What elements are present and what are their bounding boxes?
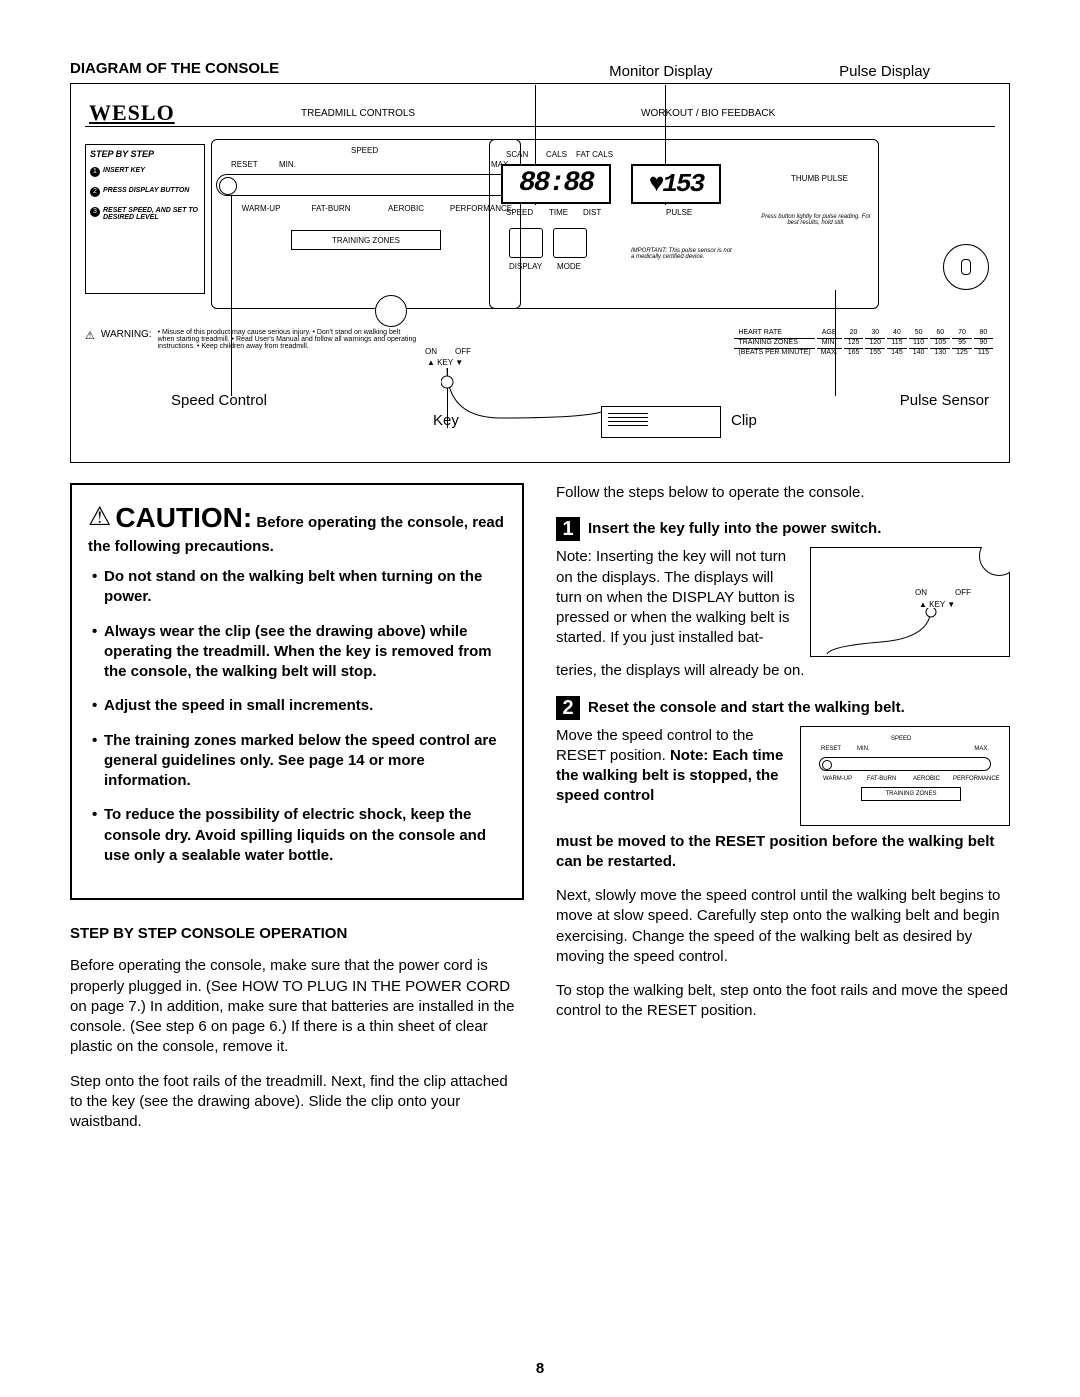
- label-pulse-sensor: Pulse Sensor: [900, 392, 989, 409]
- inset-tzone: TRAINING ZONES: [861, 787, 961, 801]
- step2-p3: To stop the walking belt, step onto the …: [556, 981, 1010, 1022]
- caution-box: ⚠CAUTION: Before operating the console, …: [70, 483, 524, 900]
- lcd-pulse: ♥153: [631, 164, 721, 204]
- mode-btn-label: MODE: [557, 262, 581, 271]
- m-dist: DIST: [583, 208, 601, 217]
- caution-heading: CAUTION:: [115, 502, 252, 533]
- caution-icon: ⚠: [88, 501, 111, 531]
- bullet-4: The training zones marked below the spee…: [92, 731, 506, 792]
- section-head: STEP BY STEP CONSOLE OPERATION: [70, 924, 524, 944]
- display-btn-label: DISPLAY: [509, 262, 542, 271]
- zone-aerobic: AEROBIC: [371, 204, 441, 213]
- bullet-1: Do not stand on the walking belt when tu…: [92, 567, 506, 608]
- mode-button[interactable]: [553, 228, 587, 258]
- label-clip: Clip: [731, 412, 757, 429]
- callout-pulse: Pulse Display: [839, 63, 930, 80]
- console-diagram: WESLO TREADMILL CONTROLS WORKOUT / BIO F…: [70, 83, 1010, 463]
- step-1-title: Insert the key fully into the power swit…: [588, 517, 881, 539]
- step2-body-b: must be moved to the RESET position befo…: [556, 832, 1010, 873]
- thumb-pulse-label: THUMB PULSE: [791, 174, 848, 183]
- display-button[interactable]: [509, 228, 543, 258]
- inset-speed-control: SPEED RESET MIN. MAX. WARM-UP FAT-BURN A…: [800, 726, 1010, 826]
- step-2-num: 2: [556, 696, 580, 720]
- slider-knob[interactable]: [219, 177, 237, 195]
- left-panel-label: TREADMILL CONTROLS: [301, 108, 415, 119]
- step-1-num: 1: [556, 517, 580, 541]
- leader-speed: [231, 196, 232, 396]
- key-off: OFF: [455, 347, 471, 356]
- m-cals: CALS: [546, 150, 567, 159]
- inset-max: MAX.: [974, 745, 989, 753]
- inset-z2: AEROBIC: [913, 775, 940, 783]
- callout-monitor: Monitor Display: [609, 63, 712, 80]
- center-knob: [375, 295, 407, 327]
- right-panel-label: WORKOUT / BIO FEEDBACK: [641, 108, 775, 119]
- reset-mark: RESET: [231, 160, 258, 169]
- left-column: ⚠CAUTION: Before operating the console, …: [70, 483, 524, 1146]
- key-wire-icon: [441, 368, 611, 438]
- lcd-monitor: 88:88: [501, 164, 611, 204]
- inset-z1: FAT-BURN: [867, 775, 896, 783]
- m-speed: SPEED: [506, 208, 533, 217]
- inset-reset: RESET: [821, 745, 841, 753]
- caution-bullets: Do not stand on the walking belt when tu…: [88, 567, 506, 866]
- inset-key-switch: ON OFF ▲ KEY ▼: [810, 547, 1010, 657]
- warning-label: WARNING:: [101, 329, 152, 340]
- inset-speed-label: SPEED: [891, 735, 911, 743]
- page-title: DIAGRAM OF THE CONSOLE: [70, 60, 279, 77]
- page-number: 8: [0, 1360, 1080, 1377]
- left-p1: Before operating the console, make sure …: [70, 956, 524, 1057]
- m-scan: SCAN: [506, 150, 528, 159]
- inset-min: MIN.: [857, 745, 870, 753]
- clip-box: [601, 406, 721, 438]
- inset-z0: WARM-UP: [823, 775, 852, 783]
- key-label: ▲ KEY ▼: [427, 358, 463, 367]
- warning-text: • Misuse of this product may cause serio…: [158, 329, 418, 350]
- step1-body-b: teries, the displays will already be on.: [556, 661, 1010, 681]
- training-zones-box: TRAINING ZONES: [291, 230, 441, 250]
- left-p2: Step onto the foot rails of the treadmil…: [70, 1072, 524, 1133]
- sbs-item-1: INSERT KEY: [103, 167, 145, 177]
- bullet-3: Adjust the speed in small increments.: [92, 696, 506, 716]
- warning-icon: ⚠: [85, 329, 95, 342]
- bullet-2: Always wear the clip (see the drawing ab…: [92, 622, 506, 683]
- right-intro: Follow the steps below to operate the co…: [556, 483, 1010, 503]
- step-by-step-box: STEP BY STEP 1INSERT KEY 2PRESS DISPLAY …: [85, 144, 205, 294]
- important-hint: IMPORTANT: This pulse sensor is not a me…: [631, 248, 736, 260]
- key-on: ON: [425, 347, 437, 356]
- hr-table: HEART RATEAGE20304050607080 TRAINING ZON…: [732, 327, 995, 358]
- zone-fatburn: FAT-BURN: [296, 204, 366, 213]
- inset-slider: [819, 757, 991, 771]
- m-fatcals: FAT CALS: [576, 150, 613, 159]
- inset-z3: PERFORMANCE: [953, 775, 1000, 783]
- thumb-sensor[interactable]: [943, 244, 989, 290]
- brand-logo: WESLO: [89, 100, 175, 126]
- speed-label: SPEED: [351, 146, 378, 155]
- inset-on: ON: [915, 588, 927, 599]
- m-time: TIME: [549, 208, 568, 217]
- step-2-title: Reset the console and start the walking …: [588, 696, 905, 718]
- bullet-5: To reduce the possibility of electric sh…: [92, 805, 506, 866]
- sbs-item-2: PRESS DISPLAY BUTTON: [103, 187, 189, 197]
- step2-p2: Next, slowly move the speed control unti…: [556, 886, 1010, 967]
- pulse-label: PULSE: [666, 208, 692, 217]
- label-speed-control: Speed Control: [171, 392, 267, 409]
- speed-slider[interactable]: [216, 174, 516, 196]
- divider: [85, 126, 995, 127]
- sbs-title: STEP BY STEP: [90, 149, 200, 159]
- zone-warmup: WARM-UP: [226, 204, 296, 213]
- leader-pulsesensor: [835, 290, 836, 396]
- sbs-item-3: RESET SPEED, AND SET TO DESIRED LEVEL: [103, 207, 200, 221]
- min-mark: MIN.: [279, 160, 296, 169]
- inset-off: OFF: [955, 588, 971, 599]
- right-column: Follow the steps below to operate the co…: [556, 483, 1010, 1146]
- thumb-hint: Press button lightly for pulse reading. …: [761, 214, 871, 226]
